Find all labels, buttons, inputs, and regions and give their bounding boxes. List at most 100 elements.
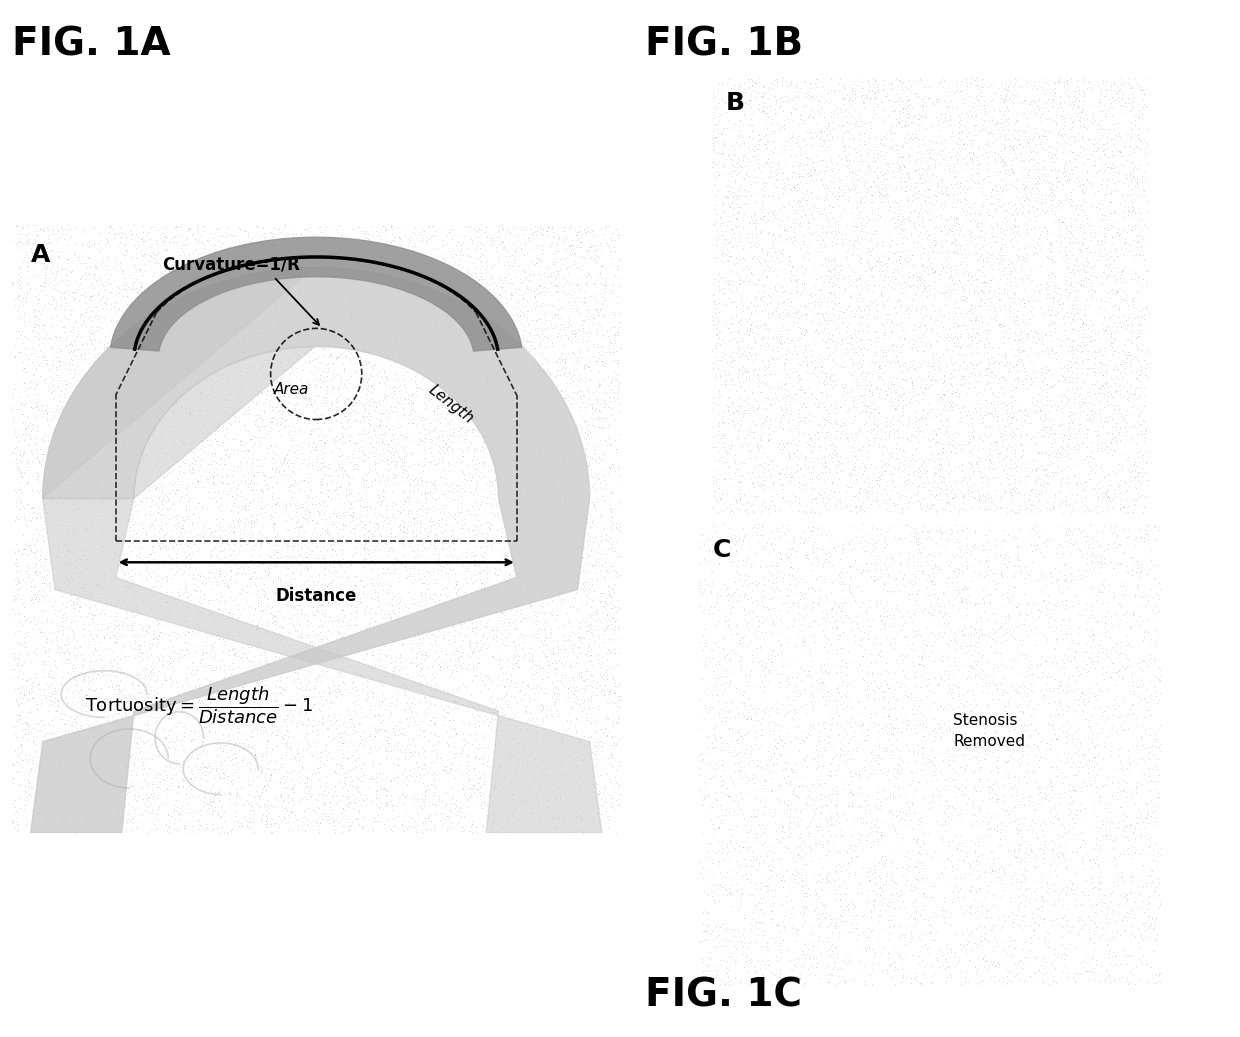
Point	[723, 472, 743, 488]
Point	[35, 809, 55, 825]
Point	[62, 786, 82, 803]
Point	[38, 788, 58, 805]
Point	[733, 945, 753, 961]
Point	[722, 463, 742, 479]
Point	[717, 480, 737, 497]
Point	[729, 480, 749, 497]
Point	[62, 772, 82, 788]
Point	[48, 779, 68, 795]
Point	[41, 819, 61, 836]
Point	[692, 947, 712, 963]
Point	[692, 946, 712, 962]
Point	[47, 821, 67, 838]
Point	[694, 957, 714, 974]
Point	[723, 960, 743, 977]
Point	[738, 481, 758, 498]
Point	[712, 483, 732, 500]
Point	[718, 938, 738, 955]
Point	[14, 768, 33, 785]
Point	[722, 492, 742, 508]
Point	[17, 784, 37, 801]
Point	[9, 776, 29, 792]
Point	[728, 970, 748, 986]
Point	[43, 774, 63, 790]
Point	[51, 814, 71, 831]
Point	[9, 802, 29, 818]
Point	[707, 957, 727, 974]
Point	[19, 802, 38, 818]
Point	[708, 497, 728, 513]
Point	[43, 808, 63, 824]
Point	[728, 482, 748, 499]
Point	[712, 486, 732, 503]
Point	[43, 812, 63, 829]
Point	[698, 960, 718, 977]
Point	[24, 788, 43, 805]
Point	[713, 475, 733, 492]
Point	[52, 785, 72, 802]
Point	[42, 779, 62, 795]
Point	[42, 787, 62, 804]
Point	[713, 955, 733, 972]
Point	[57, 814, 77, 831]
Point	[40, 780, 60, 796]
Point	[733, 491, 753, 507]
Point	[56, 785, 76, 802]
Point	[723, 931, 743, 948]
Point	[31, 770, 51, 787]
Point	[16, 766, 36, 783]
Point	[739, 466, 759, 482]
Point	[730, 477, 750, 494]
Point	[722, 940, 742, 956]
Point	[36, 789, 56, 806]
Point	[713, 505, 733, 522]
Point	[713, 501, 733, 517]
Point	[21, 822, 41, 839]
Point	[51, 765, 71, 782]
Point	[22, 804, 42, 820]
Point	[715, 473, 735, 489]
Point	[62, 775, 82, 791]
Point	[32, 766, 52, 783]
Point	[61, 797, 81, 814]
Point	[729, 476, 749, 493]
Point	[32, 770, 52, 787]
Point	[717, 476, 737, 493]
Point	[711, 470, 730, 486]
Point	[715, 941, 735, 957]
Point	[20, 775, 40, 791]
Point	[32, 781, 52, 797]
Point	[48, 791, 68, 808]
Point	[701, 933, 720, 950]
Point	[720, 464, 740, 480]
Point	[24, 774, 43, 790]
Point	[7, 773, 27, 789]
Point	[14, 786, 33, 803]
Point	[33, 779, 53, 795]
Point	[45, 818, 64, 835]
Point	[25, 817, 45, 834]
Point	[7, 814, 27, 831]
Point	[720, 465, 740, 481]
Point	[703, 940, 723, 956]
Point	[693, 969, 713, 985]
Point	[35, 821, 55, 838]
Point	[718, 950, 738, 966]
Point	[725, 479, 745, 496]
Point	[708, 491, 728, 507]
Point	[724, 479, 744, 496]
Point	[10, 811, 30, 828]
Point	[20, 778, 40, 794]
Point	[51, 818, 71, 835]
Point	[722, 491, 742, 507]
Point	[43, 815, 63, 832]
Point	[60, 809, 79, 825]
Point	[708, 948, 728, 964]
Point	[715, 957, 735, 974]
Point	[25, 809, 45, 825]
Point	[728, 498, 748, 514]
Point	[724, 474, 744, 491]
Point	[7, 785, 27, 802]
Point	[36, 792, 56, 809]
Point	[708, 931, 728, 948]
